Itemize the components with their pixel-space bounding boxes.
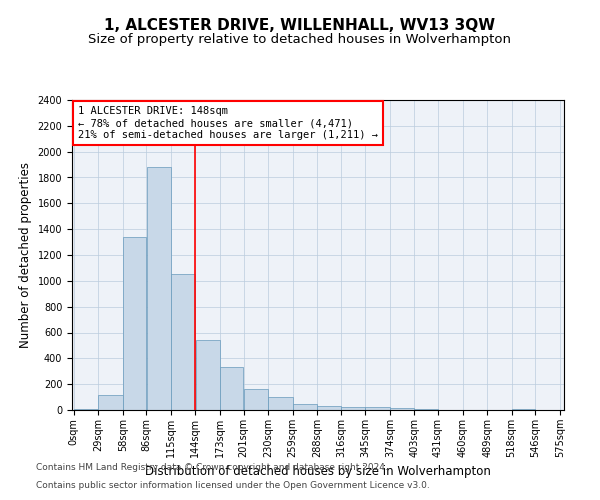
Bar bbox=[196, 340, 220, 410]
Bar bbox=[317, 406, 341, 410]
Bar bbox=[341, 408, 365, 410]
Bar bbox=[146, 167, 171, 410]
Bar bbox=[293, 404, 317, 410]
Text: Contains public sector information licensed under the Open Government Licence v3: Contains public sector information licen… bbox=[36, 481, 430, 490]
Bar bbox=[365, 408, 390, 410]
Bar bbox=[98, 394, 122, 410]
Text: 1, ALCESTER DRIVE, WILLENHALL, WV13 3QW: 1, ALCESTER DRIVE, WILLENHALL, WV13 3QW bbox=[104, 18, 496, 32]
Y-axis label: Number of detached properties: Number of detached properties bbox=[19, 162, 32, 348]
Bar bbox=[220, 368, 244, 410]
Bar bbox=[171, 274, 196, 410]
X-axis label: Distribution of detached houses by size in Wolverhampton: Distribution of detached houses by size … bbox=[145, 466, 491, 478]
Bar bbox=[74, 408, 98, 410]
Text: Contains HM Land Registry data © Crown copyright and database right 2024.: Contains HM Land Registry data © Crown c… bbox=[36, 464, 388, 472]
Bar bbox=[244, 388, 268, 410]
Bar bbox=[123, 237, 146, 410]
Bar bbox=[390, 408, 414, 410]
Bar bbox=[268, 397, 293, 410]
Text: Size of property relative to detached houses in Wolverhampton: Size of property relative to detached ho… bbox=[89, 32, 511, 46]
Text: 1 ALCESTER DRIVE: 148sqm
← 78% of detached houses are smaller (4,471)
21% of sem: 1 ALCESTER DRIVE: 148sqm ← 78% of detach… bbox=[78, 106, 378, 140]
